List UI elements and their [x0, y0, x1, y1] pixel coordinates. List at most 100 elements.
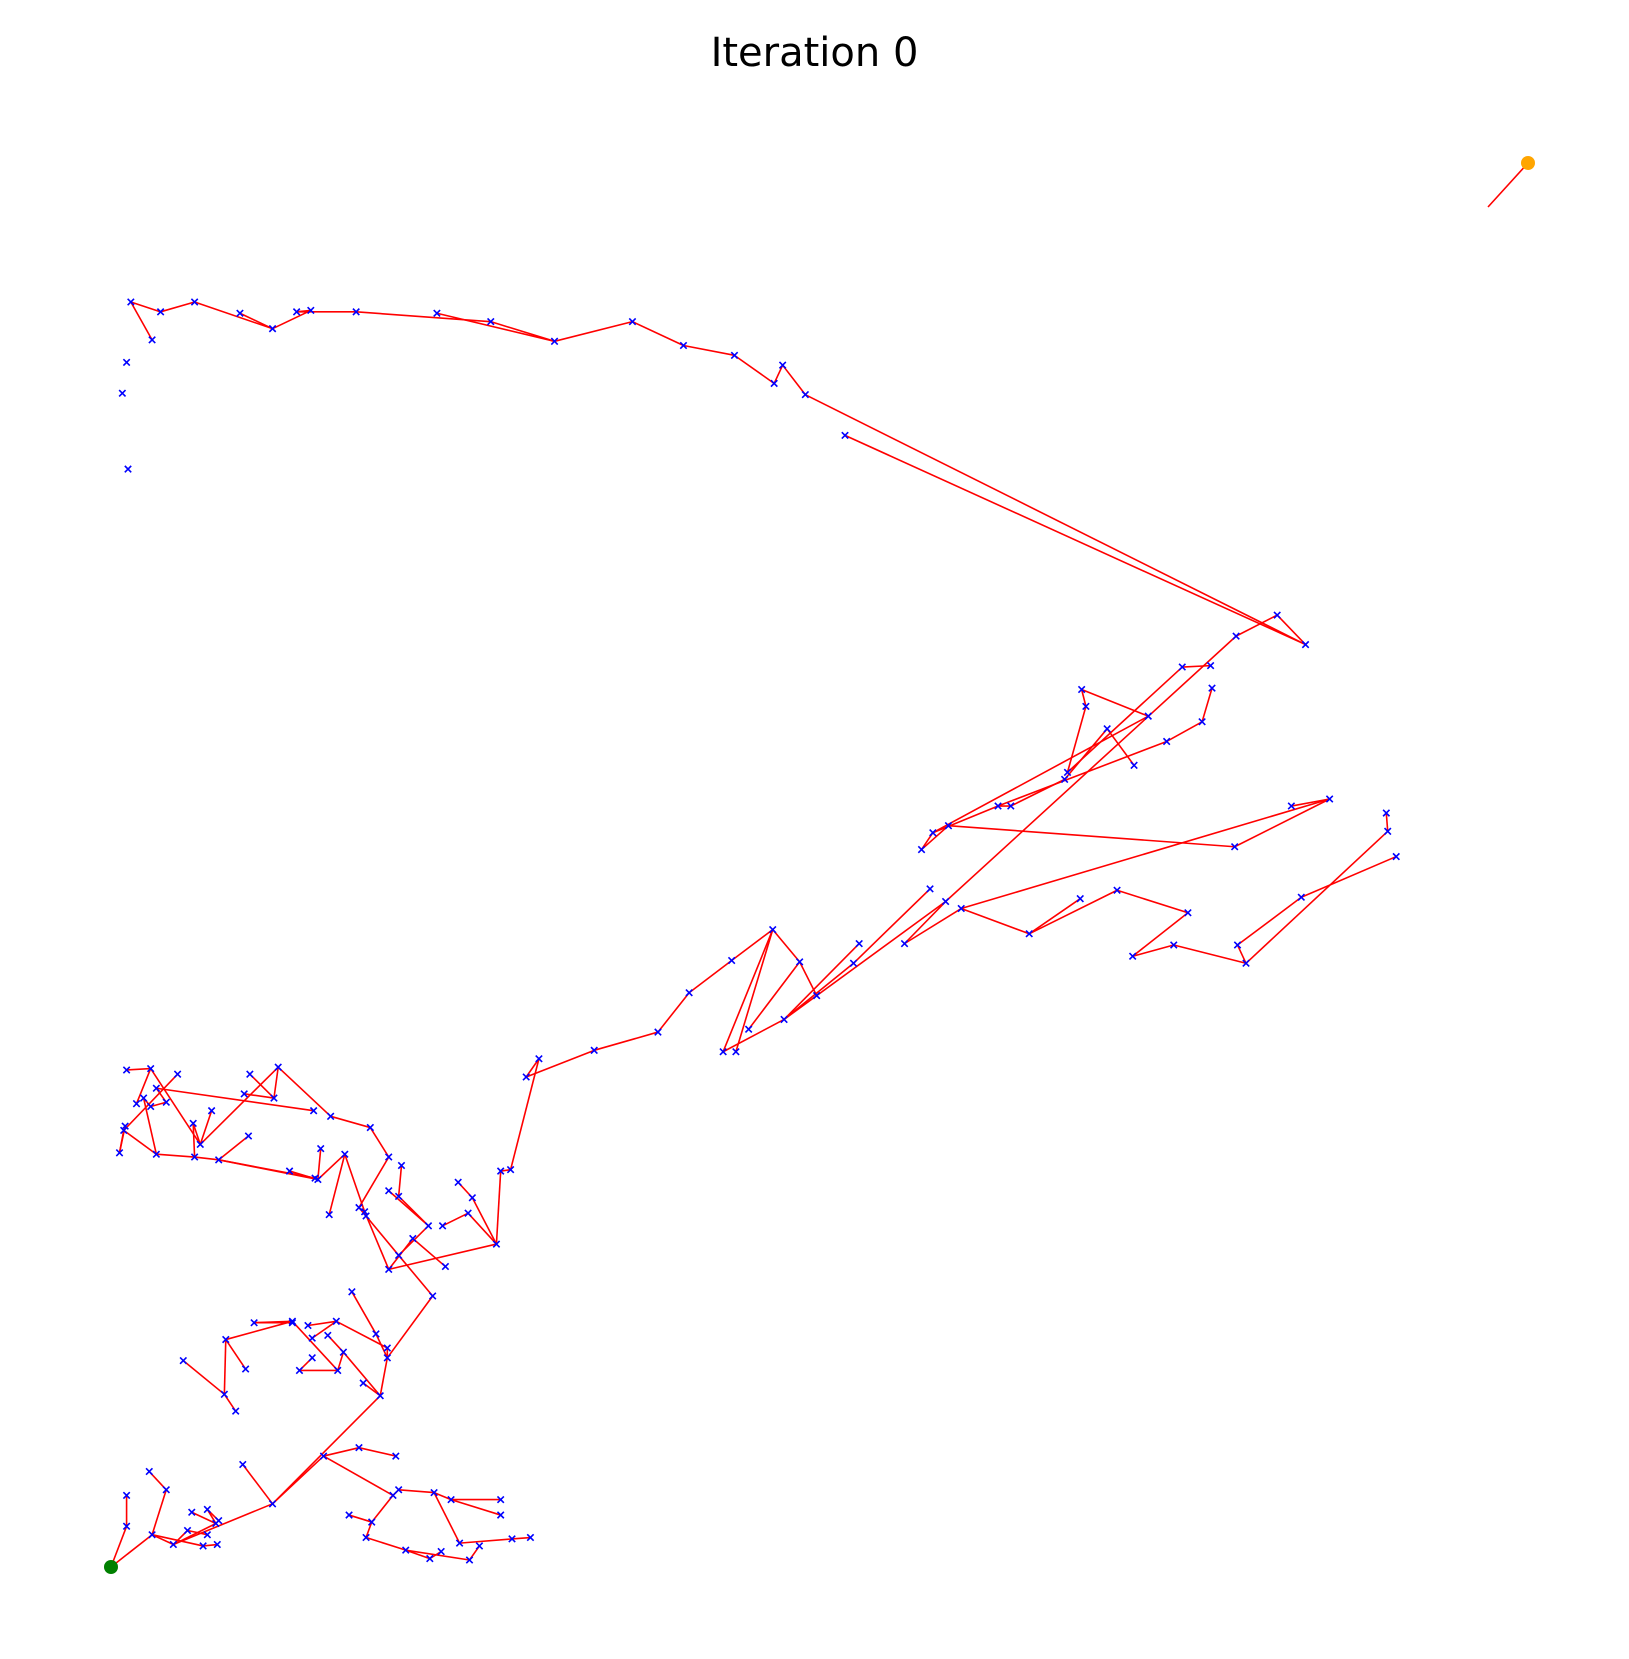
tree-node-x-marker	[1301, 640, 1310, 649]
tree-edge	[904, 907, 962, 945]
tree-edge	[328, 1154, 346, 1215]
tree-node-x-marker	[118, 389, 127, 398]
tree-node-x-marker	[1287, 802, 1296, 810]
tree-edge	[192, 1123, 202, 1145]
tree-node-x-marker	[855, 939, 863, 948]
goal-edge	[1487, 162, 1529, 208]
tree-node-x-marker	[730, 351, 739, 360]
tree-node-x-marker	[152, 1084, 161, 1093]
tree-node-x-marker	[173, 1070, 182, 1078]
tree-edges	[110, 162, 1529, 1568]
tree-edge	[783, 943, 860, 1021]
tree-node-x-marker	[1077, 685, 1086, 694]
tree-edge	[398, 1488, 435, 1494]
tree-edge	[272, 309, 312, 330]
tree-edge	[365, 1215, 400, 1256]
tree-node-x-marker	[465, 1556, 474, 1564]
tree-node-x-marker	[550, 337, 559, 346]
tree-node-x-marker	[496, 1167, 505, 1175]
tree-edge	[379, 1357, 389, 1396]
tree-edge	[336, 1351, 345, 1371]
tree-edge	[156, 1087, 314, 1112]
tree-edge	[1245, 830, 1389, 964]
tree-node-x-marker	[768, 925, 777, 934]
tree-node-x-marker	[1233, 941, 1242, 949]
tree-edge	[344, 1153, 366, 1213]
tree-node-x-marker	[314, 1175, 322, 1184]
tree-node-x-marker	[268, 1500, 277, 1508]
tree-node-x-marker	[727, 956, 736, 965]
tree-node-x-marker	[1208, 684, 1216, 692]
tree-node-x-marker	[239, 1460, 247, 1469]
tree-node-x-marker	[288, 1318, 297, 1327]
tree-node-x-marker	[849, 959, 858, 968]
tree-node-x-marker	[454, 1178, 462, 1187]
tree-node-x-marker	[841, 431, 849, 440]
tree-edge	[1201, 687, 1213, 723]
tree-edge	[450, 1498, 501, 1516]
tree-node-x-marker	[464, 1209, 472, 1217]
tree-node-x-marker	[292, 308, 301, 316]
tree-node-x-marker	[308, 1334, 316, 1342]
tree-edge	[683, 344, 735, 357]
tree-edge	[194, 1156, 219, 1161]
tree-edge	[511, 1536, 531, 1540]
tree-edge	[160, 301, 195, 313]
tree-node-x-marker	[122, 1522, 131, 1531]
tree-node-x-marker	[132, 1099, 141, 1108]
tree-edge	[1173, 944, 1247, 965]
tree-edge	[471, 1197, 498, 1245]
tree-edge	[191, 1511, 217, 1525]
tree-node-x-marker	[397, 1161, 406, 1170]
tree-node-x-marker	[384, 1153, 393, 1161]
tree-edge	[932, 715, 1149, 834]
tree-edge	[311, 1320, 337, 1339]
tree-edge	[386, 1295, 434, 1359]
tree-edge	[244, 1093, 275, 1099]
tree-node-x-marker	[345, 1511, 353, 1519]
tree-node-x-marker	[188, 1508, 196, 1517]
tree-edge	[130, 301, 161, 313]
tree-node-x-marker	[957, 904, 965, 913]
tree-node-x-marker	[522, 1073, 530, 1081]
tree-node-x-marker	[325, 1210, 333, 1219]
tree-edge	[388, 1243, 497, 1271]
tree-node-x-marker	[1392, 852, 1400, 861]
tree-edge	[997, 740, 1167, 807]
tree-node-x-marker	[455, 1539, 464, 1547]
tree-node-x-marker	[190, 1153, 199, 1161]
tree-edge	[1064, 728, 1108, 780]
tree-node-x-marker	[1232, 632, 1240, 640]
tree-node-x-marker	[203, 1505, 212, 1514]
tree-edge	[852, 888, 931, 964]
tree-node-x-marker	[1169, 941, 1178, 949]
tree-node-x-marker	[376, 1391, 384, 1400]
tree-edge	[317, 1153, 346, 1181]
tree-node-x-marker	[324, 1331, 332, 1340]
tree-edge	[365, 1536, 406, 1551]
tree-edge	[223, 1339, 227, 1395]
tree-edge	[135, 1068, 152, 1104]
tree-node-x-marker	[333, 1366, 342, 1375]
tree-node-x-marker	[367, 1518, 376, 1526]
tree-node-x-marker	[994, 802, 1002, 810]
tree-edge	[1234, 798, 1330, 848]
tree-edge	[277, 1066, 332, 1117]
tree-edge	[932, 805, 999, 834]
tree-node-x-marker	[506, 1165, 515, 1174]
tree-node-x-marker	[433, 309, 441, 317]
tree-edge	[358, 1156, 390, 1208]
tree-edge	[722, 929, 774, 1053]
tree-node-x-marker	[1206, 661, 1215, 670]
tree-edge	[156, 1153, 195, 1158]
tree-node-x-marker	[339, 1348, 348, 1356]
tree-node-x-marker	[179, 1356, 188, 1365]
tree-edge	[363, 1211, 390, 1270]
tree-edge	[242, 1464, 274, 1505]
tree-edge	[734, 354, 775, 385]
tree-edge	[371, 1494, 394, 1523]
tree-edge	[151, 1533, 174, 1546]
tree-edge	[317, 1148, 322, 1180]
tree-node-x-marker	[475, 1542, 484, 1550]
tree-node-x-marker	[468, 1193, 477, 1202]
